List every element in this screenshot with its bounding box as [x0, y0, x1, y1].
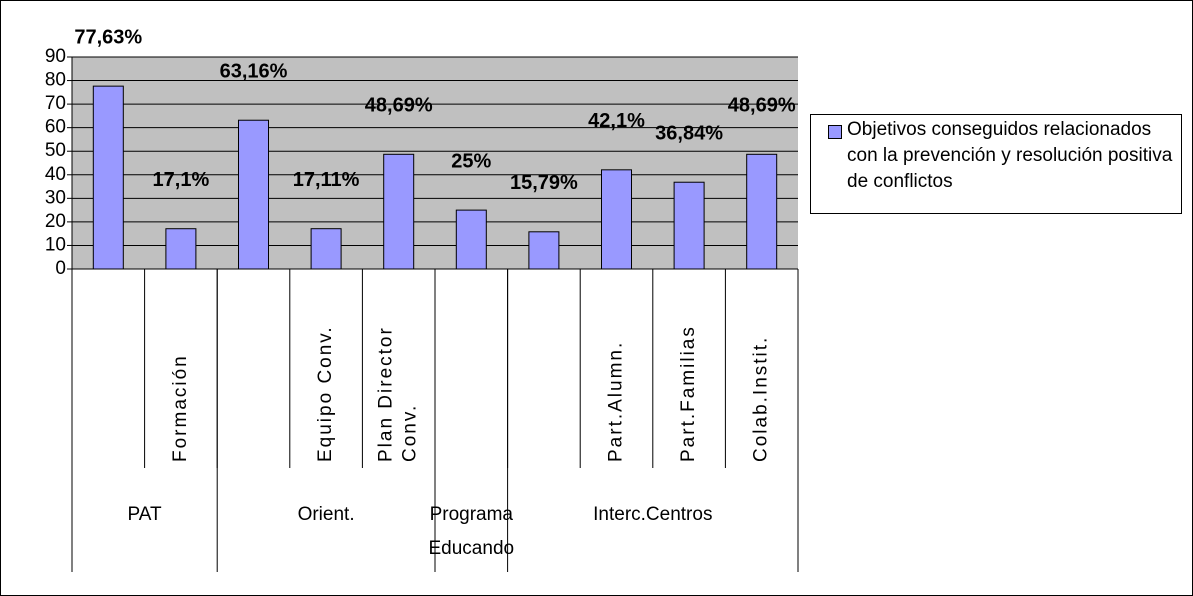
x-tick-label: Formación: [170, 354, 191, 462]
y-tick-label: 60: [45, 117, 66, 138]
group-label-line: Educando: [429, 538, 515, 559]
y-tick-label: 80: [45, 70, 66, 91]
bar: [165, 228, 197, 270]
x-tick-label: Part.Familias: [678, 325, 699, 462]
group-label: Orient.: [298, 504, 355, 525]
bar: [673, 181, 705, 270]
value-label: 17,1%: [153, 169, 210, 191]
y-tick-label: 70: [45, 93, 66, 114]
value-label: 48,69%: [365, 95, 433, 117]
x-tick-label-line: Conv.: [400, 404, 421, 462]
bar: [746, 153, 778, 270]
y-tick-label: 10: [45, 234, 66, 255]
x-tick-label: Part.Alumn.: [606, 341, 627, 462]
value-label: 36,84%: [655, 123, 723, 145]
value-label: 48,69%: [728, 95, 796, 117]
bar: [238, 119, 269, 270]
y-tick-label: 40: [45, 164, 66, 185]
legend: Objetivos conseguidos relacionados con l…: [810, 114, 1182, 214]
bar: [601, 169, 632, 270]
legend-label: Objetivos conseguidos relacionados con l…: [847, 119, 1173, 192]
value-label: 42,1%: [588, 110, 645, 132]
x-tick-label-line: Plan Director: [376, 326, 397, 462]
group-label: Interc.Centros: [593, 504, 712, 525]
x-tick-label: Colab.Instit.: [751, 336, 772, 462]
x-tick-label: Plan Director Conv.: [376, 326, 421, 462]
bar: [383, 153, 415, 270]
y-tick-label: 30: [45, 187, 66, 208]
y-tick-label: 50: [45, 140, 66, 161]
group-label: PAT: [128, 504, 163, 525]
value-label: 17,11%: [293, 169, 360, 191]
value-label: 15,79%: [510, 172, 578, 194]
value-label: 77,63%: [74, 26, 142, 48]
y-tick-label: 0: [55, 258, 66, 279]
y-tick-label: 20: [45, 211, 66, 232]
value-label: 25%: [451, 150, 491, 172]
bar: [528, 231, 560, 270]
legend-swatch: [828, 125, 842, 139]
group-label: Programa Educando: [429, 504, 515, 559]
group-label-line: Programa: [430, 504, 514, 525]
x-tick-label: Equipo Conv.: [315, 325, 336, 462]
bar: [455, 209, 487, 270]
value-label: 63,16%: [220, 61, 288, 83]
bar: [92, 85, 124, 270]
y-tick-label: 90: [45, 46, 66, 67]
bar: [310, 228, 342, 270]
